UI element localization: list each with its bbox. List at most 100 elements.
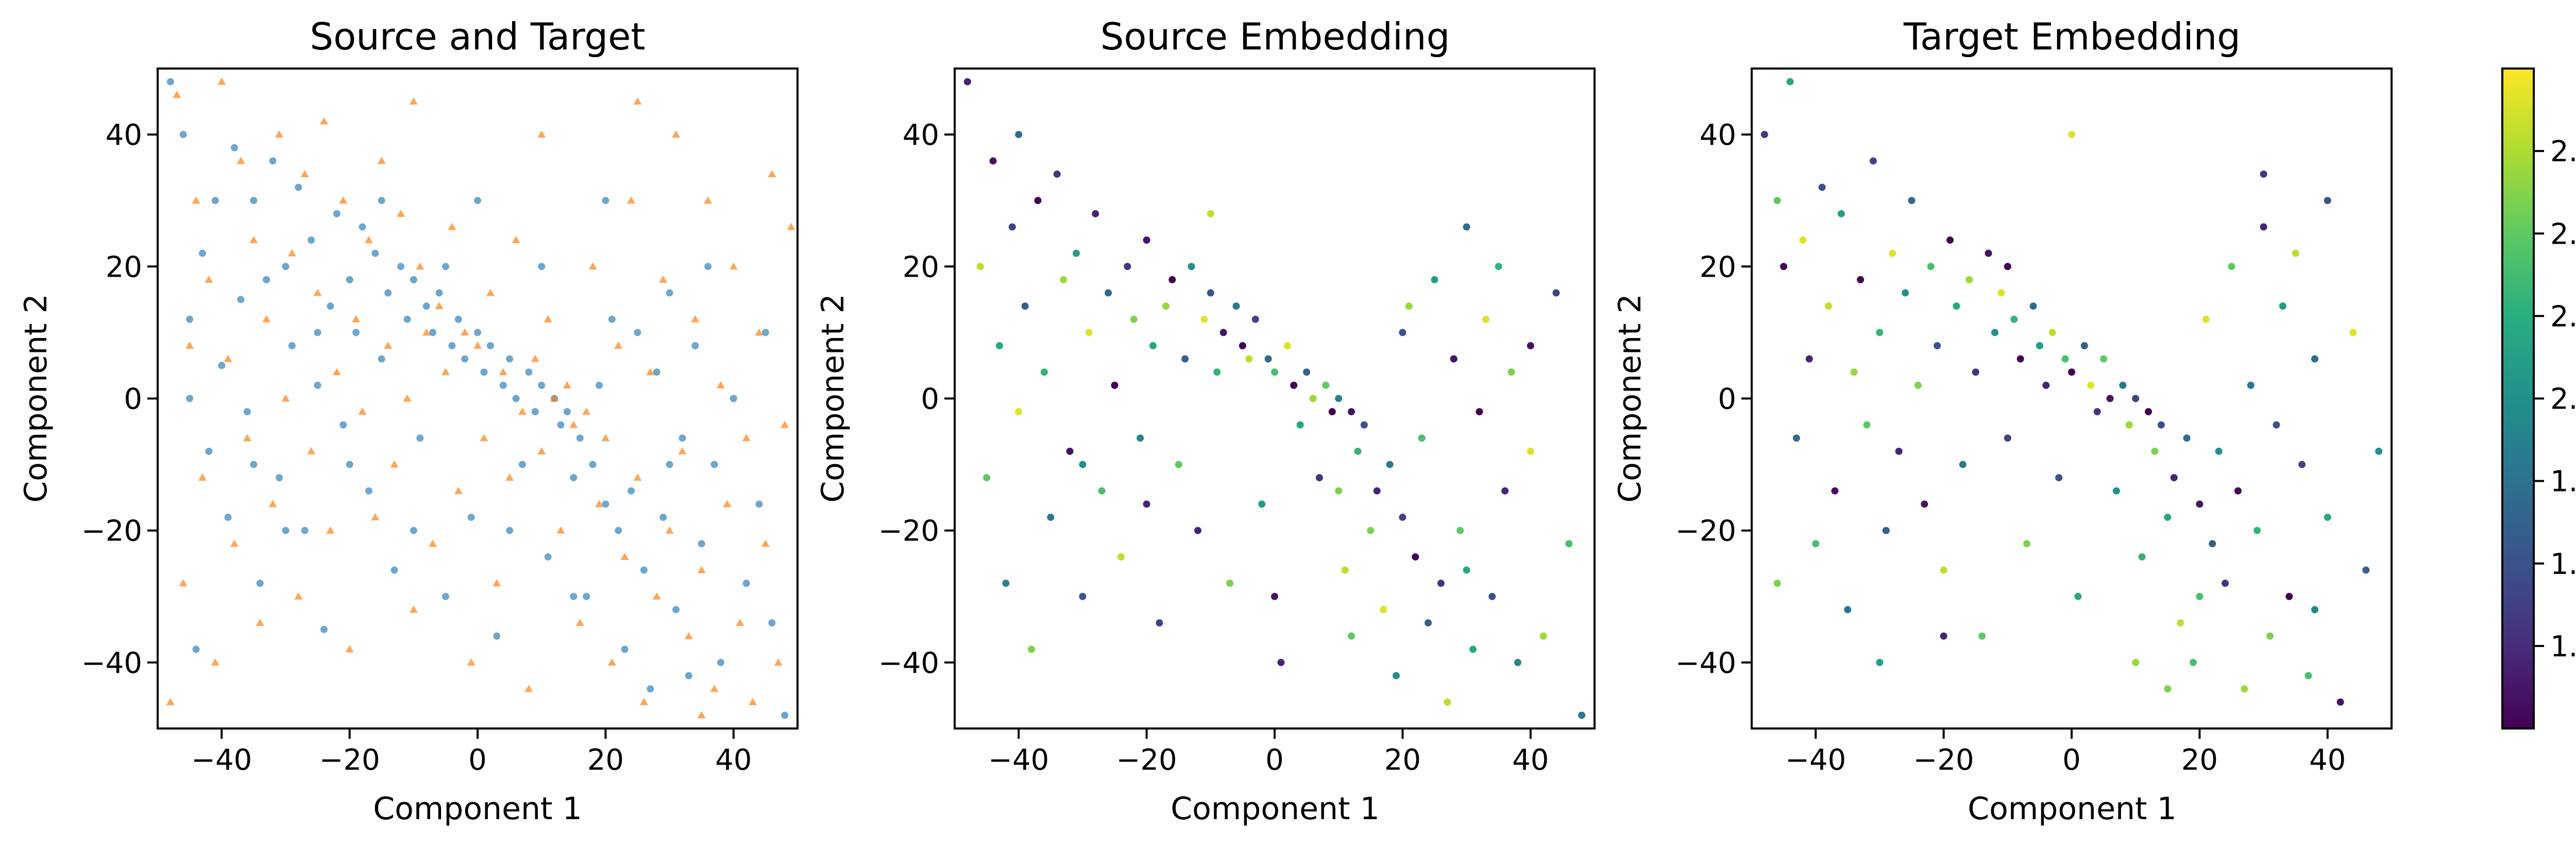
embedding-point — [1380, 606, 1387, 614]
embedding-point — [1921, 500, 1928, 508]
embedding-point — [2304, 672, 2312, 680]
y-axis-label: Component 2 — [18, 294, 54, 503]
embedding-point — [1034, 197, 1042, 205]
embedding-point — [1290, 381, 1298, 389]
source-point — [666, 461, 673, 468]
source-point — [531, 408, 539, 416]
target-point — [774, 658, 783, 666]
target-point — [332, 368, 341, 376]
source-point — [448, 342, 456, 350]
embedding-point — [2279, 302, 2286, 310]
embedding-point — [1405, 302, 1413, 310]
embedding-point — [1232, 302, 1240, 310]
target-point — [319, 117, 328, 125]
target-point — [422, 328, 431, 336]
target-point — [716, 381, 725, 388]
target-point — [262, 315, 271, 323]
source-point — [435, 289, 443, 297]
embedding-point — [1889, 249, 1896, 257]
embedding-point — [2004, 434, 2011, 442]
embedding-point — [2132, 395, 2140, 402]
embedding-point — [2311, 355, 2318, 363]
embedding-point — [1207, 289, 1214, 297]
colorbar-gradient — [2502, 69, 2534, 728]
source-point — [666, 289, 673, 297]
source-point — [506, 527, 514, 534]
embedding-point — [1348, 632, 1355, 640]
embedding-point — [1501, 487, 1509, 495]
axes-frame — [1751, 67, 2393, 730]
source-point — [231, 144, 239, 151]
target-point — [377, 157, 386, 164]
embedding-point — [1105, 289, 1112, 297]
target-point — [371, 513, 380, 521]
embedding-point — [1895, 447, 1903, 455]
embedding-point — [2036, 342, 2043, 350]
target-point — [729, 262, 738, 270]
source-point — [768, 619, 776, 627]
source-point — [314, 381, 321, 389]
source-point — [634, 329, 641, 336]
embedding-point — [1309, 395, 1317, 402]
embedding-point — [1965, 276, 1973, 283]
embedding-point — [2061, 355, 2069, 363]
source-point — [275, 474, 283, 482]
source-point — [391, 566, 398, 574]
embedding-point — [1360, 421, 1368, 429]
embedding-point — [1060, 276, 1067, 283]
source-point — [628, 487, 635, 495]
source-point — [512, 395, 520, 402]
target-point — [166, 698, 175, 705]
embedding-point — [1799, 236, 1807, 244]
target-point — [736, 619, 744, 626]
target-point — [627, 196, 636, 204]
source-point — [295, 183, 302, 191]
embedding-point — [1527, 342, 1534, 350]
source-point — [442, 592, 449, 600]
source-point — [557, 421, 565, 429]
source-point — [397, 263, 404, 270]
embedding-point — [1028, 646, 1036, 653]
embedding-point — [1348, 408, 1355, 416]
x-axis-label: Component 1 — [373, 791, 582, 827]
embedding-point — [2023, 540, 2031, 548]
embedding-point — [1805, 355, 1813, 363]
embedding-point — [1488, 592, 1496, 600]
target-point — [192, 196, 200, 204]
target-point — [345, 645, 354, 653]
embedding-point — [1418, 434, 1426, 442]
y-tick-label: 0 — [1718, 383, 1736, 416]
target-point — [409, 97, 418, 105]
target-point — [633, 473, 642, 481]
target-point — [236, 157, 245, 164]
embedding-point — [1386, 461, 1394, 468]
embedding-point — [1578, 711, 1586, 719]
embedding-point — [1985, 249, 1992, 257]
target-point — [550, 394, 559, 402]
y-tick-label: −20 — [81, 515, 142, 548]
source-point — [205, 447, 213, 455]
y-tick-label: −20 — [878, 515, 939, 548]
embedding-point — [1271, 368, 1278, 376]
embedding-point — [2010, 315, 2018, 323]
embedding-point — [1373, 487, 1381, 495]
source-point — [403, 315, 411, 323]
source-point — [659, 514, 667, 521]
source-point — [237, 296, 245, 303]
embedding-point — [1188, 263, 1195, 270]
source-point — [595, 381, 603, 389]
embedding-point — [2349, 329, 2357, 336]
embedding-point — [2125, 421, 2133, 429]
source-point — [371, 249, 379, 257]
embedding-point — [1514, 658, 1521, 666]
embedding-point — [1079, 461, 1087, 468]
embedding-point — [2196, 500, 2204, 508]
target-point — [307, 447, 316, 454]
embedding-point — [1857, 276, 1865, 283]
target-point — [403, 394, 412, 402]
embedding-point — [2080, 342, 2088, 350]
embedding-point — [1399, 329, 1406, 336]
embedding-point — [1143, 236, 1150, 244]
target-point — [173, 91, 181, 98]
source-point — [198, 249, 206, 257]
